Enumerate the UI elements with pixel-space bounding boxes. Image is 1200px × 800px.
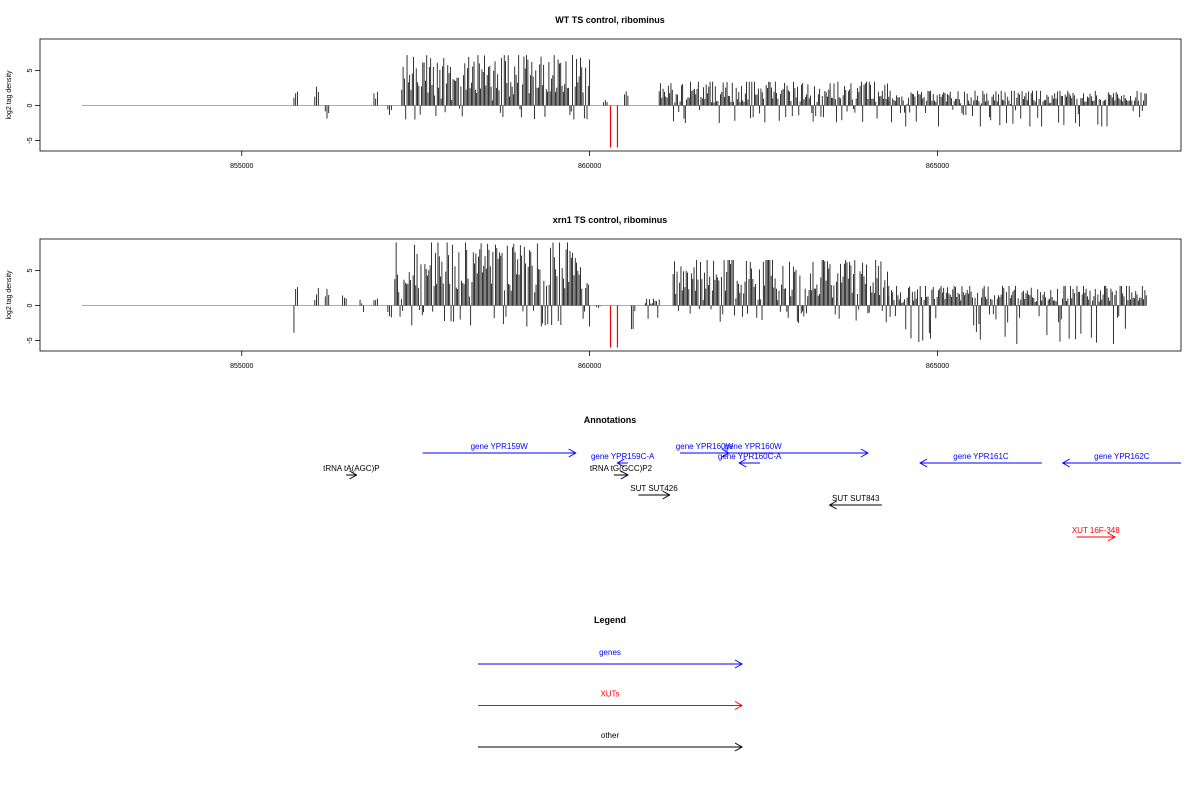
plot-frame bbox=[39, 238, 1182, 352]
panel-title: WT TS control, ribominus bbox=[555, 15, 665, 25]
x-tick-label: 865000 bbox=[926, 163, 949, 170]
legend-arrowhead bbox=[734, 742, 744, 752]
feature-arrowhead bbox=[349, 470, 358, 480]
legend: Legend genes XUTs other bbox=[478, 615, 744, 752]
legend-label: XUTs bbox=[600, 690, 619, 699]
annotations-track: Annotations gene YPR159W gene YPR159C-A ge… bbox=[323, 415, 1181, 542]
x-tick-label: 855000 bbox=[230, 363, 253, 370]
legend-arrowhead bbox=[734, 701, 744, 710]
red-mark-group bbox=[609, 105, 619, 148]
feature-label: SUT SUT426 bbox=[630, 484, 678, 493]
y-tick-label: 5 bbox=[27, 268, 34, 272]
feature-label: gene YPR162C bbox=[1094, 452, 1150, 461]
feature-arrowhead bbox=[662, 490, 671, 500]
y-tick-label: 0 bbox=[27, 303, 34, 307]
feature-arrowhead bbox=[568, 448, 577, 458]
feature-arrowhead bbox=[1061, 458, 1070, 468]
y-axis-label: log2 tag density bbox=[6, 270, 13, 320]
y-ticks: -5 0 5 bbox=[27, 68, 40, 144]
feature-label: gene YPR159C-A bbox=[591, 452, 655, 461]
red-mark-group bbox=[609, 305, 619, 348]
legend-items: genes XUTs other bbox=[478, 648, 744, 752]
x-ticks: 855000 860000 865000 bbox=[230, 351, 949, 370]
y-tick-label: -5 bbox=[27, 137, 34, 143]
y-ticks: -5 0 5 bbox=[27, 268, 40, 344]
bar-group bbox=[293, 242, 1147, 344]
feature-label: XUT 16F-348 bbox=[1072, 526, 1120, 535]
feature-arrowhead bbox=[738, 458, 747, 468]
feature-arrowhead bbox=[919, 458, 928, 468]
feature-label: gene YPR161C bbox=[953, 452, 1009, 461]
feature-label: gene YPR160W bbox=[725, 442, 783, 451]
feature-arrowhead bbox=[616, 458, 625, 468]
feature-label: SUT SUT843 bbox=[832, 494, 880, 503]
y-axis-label: log2 tag density bbox=[6, 70, 13, 120]
legend-label: other bbox=[601, 731, 620, 740]
feature-label: gene YPR160W bbox=[676, 442, 734, 451]
x-tick-label: 865000 bbox=[926, 363, 949, 370]
feature-label: tRNA tA(AGC)P bbox=[323, 464, 379, 473]
panel-xrn1: xrn1 TS control, ribominus 855000 860000 8… bbox=[6, 215, 1182, 370]
annotations-title: Annotations bbox=[584, 415, 637, 425]
x-tick-label: 860000 bbox=[578, 163, 601, 170]
y-tick-label: 5 bbox=[27, 68, 34, 72]
plot-frame bbox=[39, 38, 1182, 152]
feature-arrowhead bbox=[1107, 532, 1116, 542]
y-tick-label: -5 bbox=[27, 337, 34, 343]
panel-wt: WT TS control, ribominus 855000 860000 865… bbox=[6, 15, 1182, 170]
panel-title: xrn1 TS control, ribominus bbox=[553, 215, 668, 225]
y-tick-label: 0 bbox=[27, 103, 34, 107]
x-tick-label: 855000 bbox=[230, 163, 253, 170]
legend-arrowhead bbox=[734, 659, 744, 669]
x-ticks: 855000 860000 865000 bbox=[230, 151, 949, 170]
feature-arrowhead bbox=[828, 500, 837, 510]
feature-arrowhead bbox=[860, 448, 869, 458]
feature-label: tRNA tG(GCC)P2 bbox=[590, 464, 653, 473]
x-tick-label: 860000 bbox=[578, 363, 601, 370]
legend-label: genes bbox=[599, 648, 621, 657]
feature-label: gene YPR160C-A bbox=[718, 452, 782, 461]
feature-arrowhead bbox=[620, 470, 629, 480]
feature-label: gene YPR159W bbox=[471, 442, 529, 451]
legend-title: Legend bbox=[594, 615, 626, 625]
bar-group bbox=[293, 55, 1147, 127]
